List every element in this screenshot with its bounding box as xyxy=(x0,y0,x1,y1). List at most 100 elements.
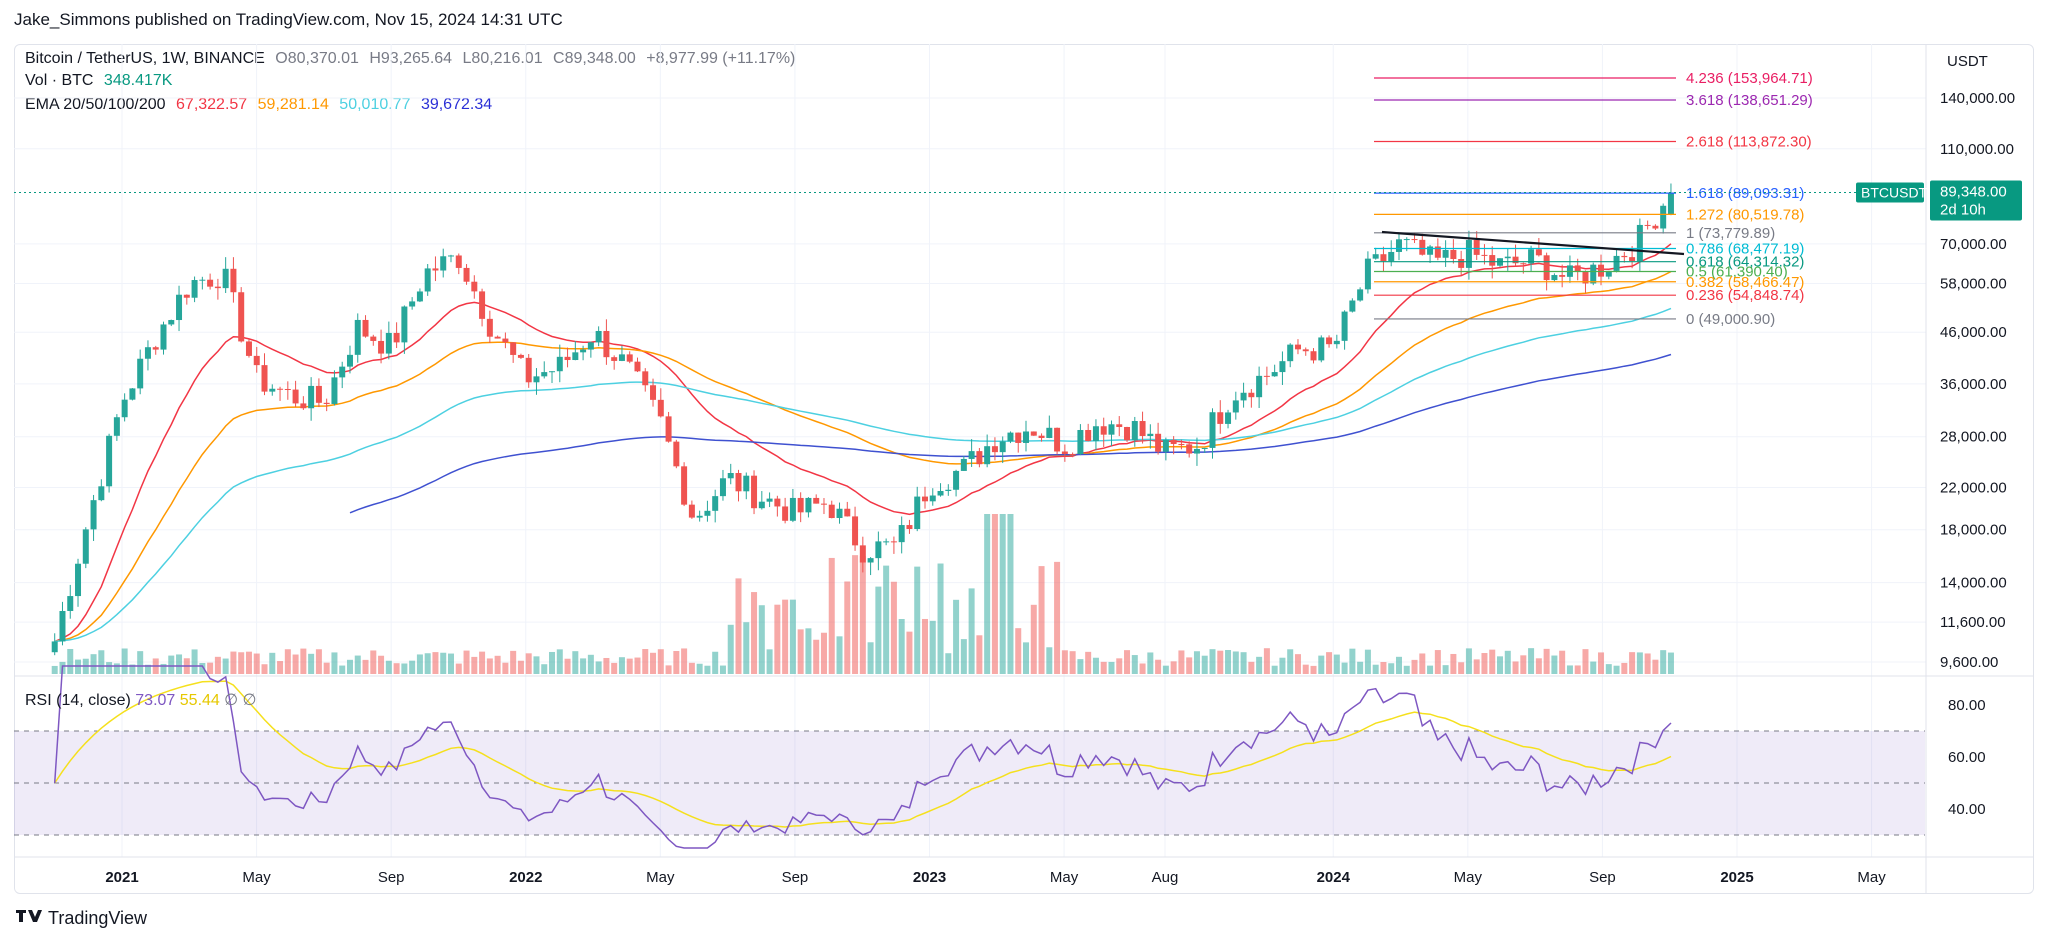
candle-body xyxy=(1061,451,1068,454)
fib-level-label: 1 (73,779.89) xyxy=(1686,225,1775,242)
volume-bar xyxy=(137,651,144,674)
ohlc-high: H93,265.64 xyxy=(369,50,453,67)
volume-bar xyxy=(1489,649,1496,674)
candle-body xyxy=(1271,372,1278,377)
candle-body xyxy=(789,497,796,521)
ema100-value: 50,010.77 xyxy=(339,96,411,113)
fib-level-label: 0.786 (68,477.19) xyxy=(1686,241,1804,258)
candle-body xyxy=(1442,249,1449,258)
volume-bar xyxy=(90,654,97,674)
candle-body xyxy=(673,441,680,467)
candle-body xyxy=(378,340,385,354)
candle-body xyxy=(580,349,587,353)
price-axis-tick: 46,000.00 xyxy=(1940,324,2007,341)
symbol-legend[interactable]: Bitcoin / TetherUS, 1W, BINANCE O80,370.… xyxy=(25,50,801,68)
ema100-line xyxy=(54,307,1672,643)
volume-bar xyxy=(1124,650,1131,674)
candle-body xyxy=(945,489,952,491)
candle-body xyxy=(1403,239,1410,241)
volume-bar xyxy=(1178,650,1185,674)
volume-bar xyxy=(976,635,983,674)
candle-body xyxy=(1085,429,1092,442)
volume-bar xyxy=(1139,663,1146,674)
candle-body xyxy=(937,490,944,496)
volume-bar xyxy=(1621,662,1628,674)
volume-bar xyxy=(774,604,781,674)
price-axis-tick: 140,000.00 xyxy=(1940,90,2015,107)
candle-body xyxy=(1598,264,1605,277)
candle-body xyxy=(883,541,890,543)
candle-body xyxy=(284,388,291,390)
volume-bar xyxy=(1605,664,1612,674)
volume-bar xyxy=(1248,661,1255,674)
volume-bar xyxy=(1636,652,1643,674)
volume-bar xyxy=(393,663,400,674)
candle-body xyxy=(1124,426,1131,441)
candle-body xyxy=(1170,439,1177,444)
volume-bar xyxy=(758,605,765,674)
volume-bar xyxy=(1100,661,1107,674)
candle-body xyxy=(898,525,905,543)
ema-legend[interactable]: EMA 20/50/100/200 67,322.57 59,281.14 50… xyxy=(25,96,498,114)
ema20-value: 67,322.57 xyxy=(176,96,248,113)
candle-body xyxy=(1318,337,1325,361)
symbol-tag-bg xyxy=(1856,182,1924,203)
volume-legend[interactable]: Vol · BTC 348.417K xyxy=(25,72,178,90)
candle-body xyxy=(502,338,509,343)
fib-level-label: 0.382 (58,466.47) xyxy=(1686,274,1804,291)
candle-body xyxy=(168,320,175,325)
price-axis-tick: 28,000.00 xyxy=(1940,429,2007,446)
volume-bar xyxy=(1147,652,1154,674)
candle-body xyxy=(743,475,750,492)
tradingview-logo-icon xyxy=(16,908,42,929)
volume-bar xyxy=(1030,604,1037,674)
candle-body xyxy=(160,324,167,350)
volume-bar xyxy=(1186,657,1193,674)
brand-name: TradingView xyxy=(48,908,148,928)
price-axis-currency: USDT xyxy=(1947,53,1988,70)
candle-body xyxy=(1225,412,1232,424)
volume-bar xyxy=(1403,665,1410,674)
price-axis-tick: 70,000.00 xyxy=(1940,236,2007,253)
candle-body xyxy=(1100,426,1107,435)
candle-body xyxy=(541,372,548,377)
volume-bar xyxy=(479,651,486,674)
countdown-label: 2d 10h xyxy=(1940,202,1986,219)
candle-body xyxy=(1559,275,1566,277)
volume-bar xyxy=(1326,652,1333,674)
volume-bar xyxy=(1046,647,1053,674)
volume-label: Vol · BTC xyxy=(25,72,94,89)
volume-bar xyxy=(766,649,773,674)
trendline xyxy=(1381,230,1685,256)
candle-body xyxy=(968,451,975,459)
candle-body xyxy=(1054,427,1061,452)
volume-bar xyxy=(346,659,353,674)
candle-body xyxy=(1263,375,1270,377)
candle-body xyxy=(1644,224,1651,226)
candle-body xyxy=(1489,255,1496,266)
candle-body xyxy=(339,366,346,378)
tradingview-brand[interactable]: TradingView xyxy=(16,908,147,929)
rsi-legend[interactable]: RSI (14, close) 73.07 55.44 ∅ ∅ xyxy=(25,690,257,710)
candle-body xyxy=(572,352,579,361)
price-axis-tick: 22,000.00 xyxy=(1940,479,2007,496)
candle-body xyxy=(214,286,221,289)
volume-bar xyxy=(1644,653,1651,674)
candle-body xyxy=(1551,275,1558,281)
price-axis: USDT 140,000.00 110,000.00 70,000.00 58,000.… xyxy=(1940,53,2015,671)
candle-body xyxy=(657,399,664,417)
candle-body xyxy=(253,355,260,366)
candle-body xyxy=(1326,337,1333,345)
volume-bar xyxy=(572,651,579,674)
volume-bar xyxy=(1341,662,1348,674)
candle-body xyxy=(277,388,284,390)
volume-bar xyxy=(1427,665,1434,674)
volume-bar xyxy=(828,557,835,674)
candle-body xyxy=(533,376,540,383)
volume-bar xyxy=(898,619,905,674)
volume-bar xyxy=(98,650,105,674)
volume-bar xyxy=(991,514,998,674)
candle-body xyxy=(859,545,866,563)
volume-bar xyxy=(735,578,742,674)
